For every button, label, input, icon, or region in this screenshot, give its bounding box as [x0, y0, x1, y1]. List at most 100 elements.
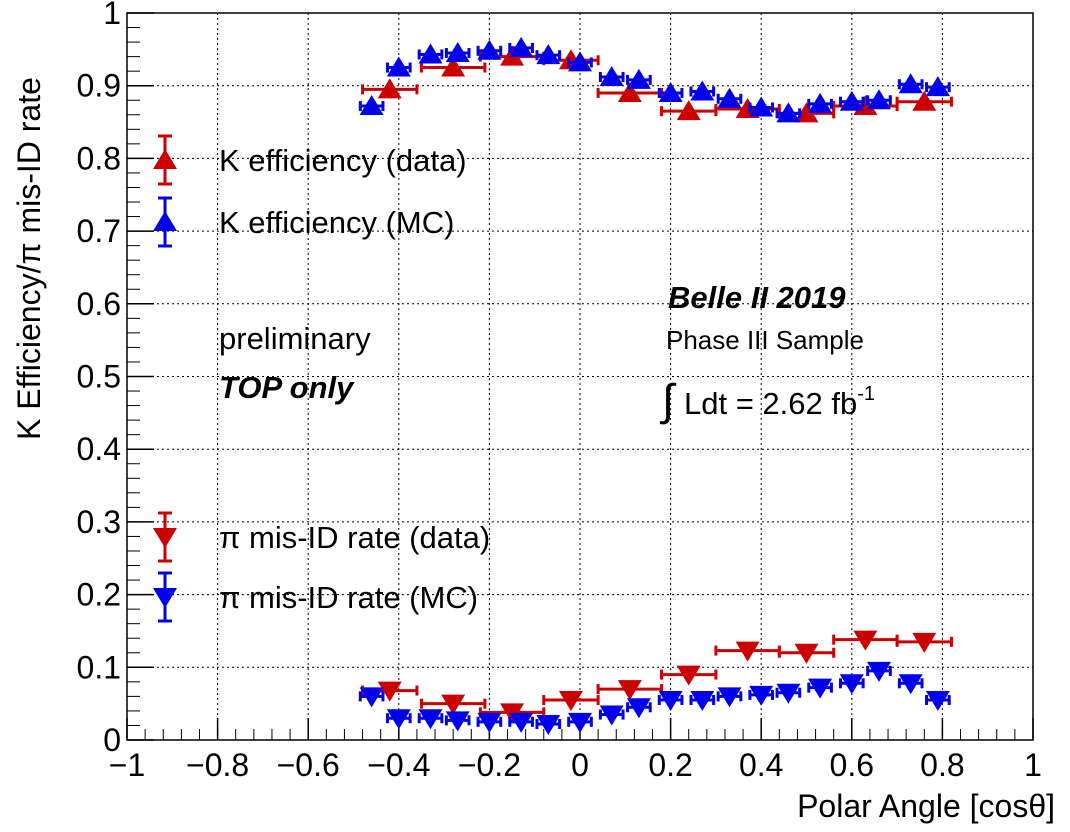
legend-label: K efficiency (MC) — [219, 205, 454, 240]
data-point — [626, 68, 651, 89]
series-1 — [358, 36, 951, 123]
axis-ticks — [126, 12, 1034, 741]
preliminary-label: preliminary — [219, 321, 371, 356]
data-point — [599, 705, 624, 726]
data-point — [808, 678, 833, 699]
grid-lines — [127, 13, 1033, 740]
data-point — [441, 694, 466, 715]
legend-marker — [153, 528, 177, 548]
x-tick-labels: −1 −0.8 −0.6 −0.4 −0.2 0 0.2 0.4 0.6 0.8 1 — [109, 747, 1042, 783]
x-tick-label: 0.2 — [648, 747, 692, 783]
data-point — [599, 65, 624, 86]
y-axis-label: K Efficiency/π mis-ID rate — [11, 77, 47, 440]
y-tick-label: 0 — [103, 722, 121, 758]
data-point — [617, 81, 642, 102]
data-point — [441, 56, 466, 77]
legend-label: K efficiency (data) — [219, 143, 467, 178]
data-point — [839, 90, 864, 111]
y-tick-label: 0.8 — [77, 140, 121, 176]
luminosity-value: Ldt = 2.62 fb — [684, 386, 857, 421]
y-tick-label: 0.1 — [77, 649, 121, 685]
data-point — [386, 709, 411, 730]
data-point — [925, 691, 950, 712]
luminosity-label: Ldt = 2.62 fb-1 — [684, 383, 875, 421]
data-point — [866, 89, 891, 110]
x-tick-label: −1 — [109, 747, 145, 783]
data-point — [377, 78, 402, 99]
data-point — [839, 674, 864, 695]
y-tick-label: 1 — [103, 0, 121, 31]
y-tick-label: 0.3 — [77, 504, 121, 540]
data-point — [925, 76, 950, 97]
legend-label: π mis-ID rate (MC) — [219, 580, 478, 615]
data-point — [690, 80, 715, 101]
y-tick-label: 0.6 — [77, 286, 121, 322]
data-series — [358, 36, 953, 736]
x-tick-label: −0.6 — [277, 747, 340, 783]
data-point — [509, 712, 534, 733]
data-point — [658, 691, 683, 712]
x-tick-label: 0.4 — [739, 747, 783, 783]
luminosity-unit-exponent: -1 — [857, 383, 875, 405]
data-point — [912, 632, 937, 653]
data-point — [676, 100, 701, 121]
data-point — [359, 687, 384, 708]
x-tick-label: 1 — [1024, 747, 1042, 783]
y-tick-label: 0.2 — [77, 577, 121, 613]
legend-marker — [153, 149, 177, 169]
data-point — [445, 41, 470, 62]
y-tick-labels: 0 0.1 0.2 0.3 0.4 0.5 0.6 0.7 0.8 0.9 1 — [77, 0, 121, 758]
data-point — [536, 715, 561, 736]
data-point — [509, 36, 534, 57]
legend: K efficiency (data) K efficiency (MC) π mi… — [153, 134, 490, 623]
data-point — [735, 641, 760, 662]
data-point — [912, 90, 937, 111]
data-point — [536, 44, 561, 65]
data-point — [558, 691, 583, 712]
data-point — [898, 674, 923, 695]
data-point — [776, 683, 801, 704]
data-point — [717, 87, 742, 108]
data-point — [477, 712, 502, 733]
data-point — [418, 709, 443, 730]
data-point — [445, 711, 470, 732]
data-point — [898, 73, 923, 94]
data-point — [749, 96, 774, 117]
data-point — [749, 685, 774, 706]
data-point — [418, 43, 443, 64]
experiment-label: Belle II 2019 — [668, 280, 846, 315]
integral-sign: ∫ — [659, 376, 677, 425]
x-tick-label: 0.8 — [920, 747, 964, 783]
legend-marker — [153, 211, 177, 231]
x-tick-label: −0.8 — [186, 747, 249, 783]
y-tick-label: 0.5 — [77, 359, 121, 395]
data-point — [853, 630, 878, 651]
x-tick-label: 0 — [571, 747, 589, 783]
data-point — [658, 81, 683, 102]
data-point — [794, 643, 819, 664]
x-tick-label: −0.2 — [458, 747, 521, 783]
series-3 — [358, 661, 951, 736]
data-point — [359, 95, 384, 116]
data-point — [717, 687, 742, 708]
data-point — [386, 56, 411, 77]
data-point — [808, 92, 833, 113]
data-point — [866, 661, 891, 682]
x-tick-label: 0.6 — [830, 747, 874, 783]
data-point — [676, 665, 701, 686]
data-point — [568, 51, 592, 72]
data-point — [690, 691, 715, 712]
x-tick-label: −0.4 — [367, 747, 430, 783]
detector-label: TOP only — [219, 370, 355, 405]
sample-label: Phase III Sample — [666, 325, 864, 355]
data-point — [568, 712, 592, 733]
data-point — [626, 698, 651, 719]
y-tick-label: 0.9 — [77, 68, 121, 104]
data-point — [776, 102, 801, 123]
x-axis-label: Polar Angle [cosθ] — [797, 788, 1055, 824]
legend-marker — [153, 588, 177, 608]
legend-label: π mis-ID rate (data) — [219, 520, 490, 555]
y-tick-label: 0.4 — [77, 431, 121, 467]
